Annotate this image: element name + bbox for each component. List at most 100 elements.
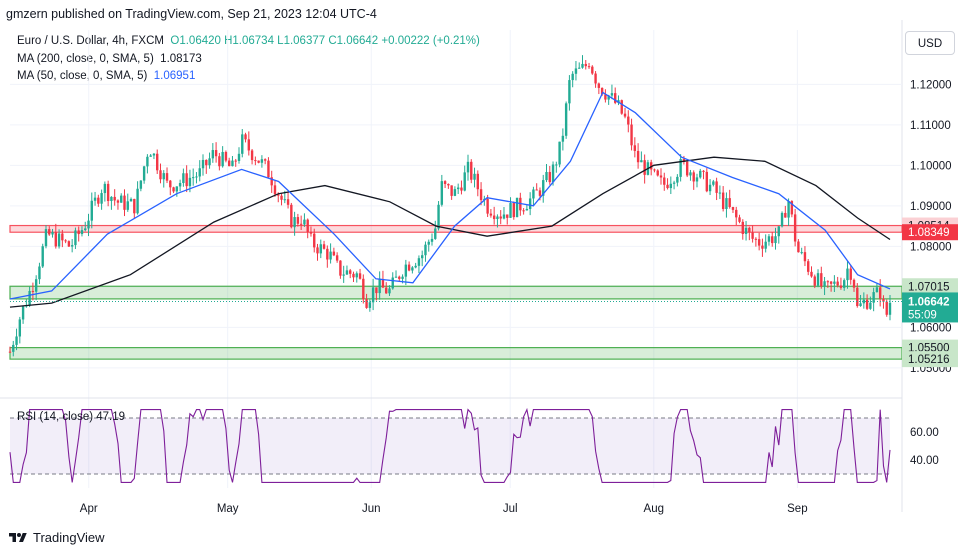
candle-body: [67, 241, 71, 247]
candle-body: [21, 306, 25, 320]
candle-body: [100, 193, 103, 204]
candle-body: [175, 186, 179, 192]
zone-support: [9, 285, 903, 300]
candle-body: [77, 230, 80, 235]
candle-body: [443, 181, 447, 184]
publisher-line: gmzern published on TradingView.com, Sep…: [6, 7, 377, 21]
lower-support-bottom-label-bg: [902, 351, 958, 368]
candle-body: [270, 177, 273, 186]
candle-body: [793, 214, 797, 242]
candle-body: [492, 215, 496, 220]
candle-body: [761, 245, 764, 249]
candle-body: [188, 177, 192, 187]
candle-body: [44, 229, 48, 247]
candle-body: [610, 93, 614, 96]
candle-body: [466, 161, 470, 173]
candle-body: [702, 170, 705, 172]
candle-body: [74, 230, 77, 246]
candle-body: [169, 180, 172, 188]
ma200-legend: MA (200, close, 0, SMA, 5) 1.08173: [17, 53, 202, 65]
candle-body: [666, 184, 669, 189]
candle-body: [735, 209, 738, 218]
currency-button[interactable]: USD: [905, 31, 955, 55]
candle-body: [738, 217, 741, 222]
candle-body: [813, 276, 816, 286]
candle-body: [283, 199, 286, 201]
candle-body: [332, 251, 336, 256]
candle-body: [18, 319, 22, 337]
candle-body: [849, 268, 852, 280]
candle-body: [208, 158, 211, 166]
candle-body: [126, 201, 129, 210]
ma200-value: 1.08173: [160, 53, 202, 65]
candle-body: [31, 290, 35, 292]
candle-body: [156, 153, 159, 171]
candle-body: [630, 124, 633, 146]
candle-body: [8, 351, 12, 353]
candle-body: [116, 200, 120, 203]
candle-body: [185, 173, 188, 187]
candle-body: [414, 265, 417, 268]
candle-body: [584, 63, 587, 67]
candle-body: [764, 241, 767, 249]
candle-body: [757, 239, 761, 246]
ma50-label: MA (50, close, 0, SMA, 5): [17, 70, 148, 82]
candle-body: [352, 273, 355, 278]
y-tick-label: 1.06000: [910, 322, 952, 334]
candle-body: [329, 251, 332, 260]
candle-body: [636, 150, 640, 163]
resistance-bottom-label: 1.08349: [908, 227, 950, 239]
current-price-label: 1.06642: [908, 296, 950, 308]
candle-body: [741, 221, 744, 234]
candle-body: [545, 171, 548, 181]
lower-support-bottom-label: 1.05216: [908, 354, 950, 366]
candle-body: [61, 233, 64, 241]
candle-body: [882, 298, 885, 302]
candle-body: [751, 232, 754, 239]
candle-body: [254, 160, 257, 162]
candle-body: [689, 172, 692, 176]
candle-body: [191, 177, 195, 179]
candle-body: [385, 287, 388, 294]
candle-body: [41, 246, 44, 267]
zone-lower-support: [9, 347, 903, 360]
candle-body: [322, 244, 326, 249]
candle-body: [718, 192, 722, 194]
candle-body: [80, 230, 84, 235]
candle-body: [479, 189, 483, 201]
candle-body: [568, 80, 571, 104]
candle-body: [335, 255, 339, 261]
candle-body: [672, 182, 676, 184]
candle-body: [607, 95, 610, 100]
candle-body: [28, 290, 31, 306]
candle-body: [365, 299, 368, 308]
candle-body: [427, 241, 430, 245]
candle-body: [54, 232, 57, 247]
candle-body: [120, 195, 123, 203]
candle-body: [771, 236, 774, 244]
candle-body: [578, 67, 581, 69]
candle-body: [721, 192, 725, 209]
candle-body: [309, 231, 313, 234]
candle-body: [528, 198, 532, 209]
candle-body: [15, 336, 18, 345]
y-tick-label: 1.09000: [910, 201, 952, 213]
candle-body: [774, 236, 777, 244]
candle-body: [659, 175, 663, 178]
candle-body: [355, 273, 358, 278]
candle-body: [600, 87, 604, 95]
candle-body: [810, 271, 813, 277]
candle-body: [339, 260, 342, 276]
candle-body: [522, 210, 525, 212]
candle-body: [754, 238, 758, 240]
candle-body: [326, 248, 329, 260]
rsi-tick-label: 40.00: [910, 455, 939, 467]
candle-body: [106, 183, 110, 202]
candle-body: [437, 204, 440, 229]
candle-body: [862, 299, 866, 304]
candle-body: [852, 279, 856, 288]
candle-body: [87, 220, 90, 229]
candle-body: [162, 173, 165, 180]
candle-body: [561, 135, 565, 142]
